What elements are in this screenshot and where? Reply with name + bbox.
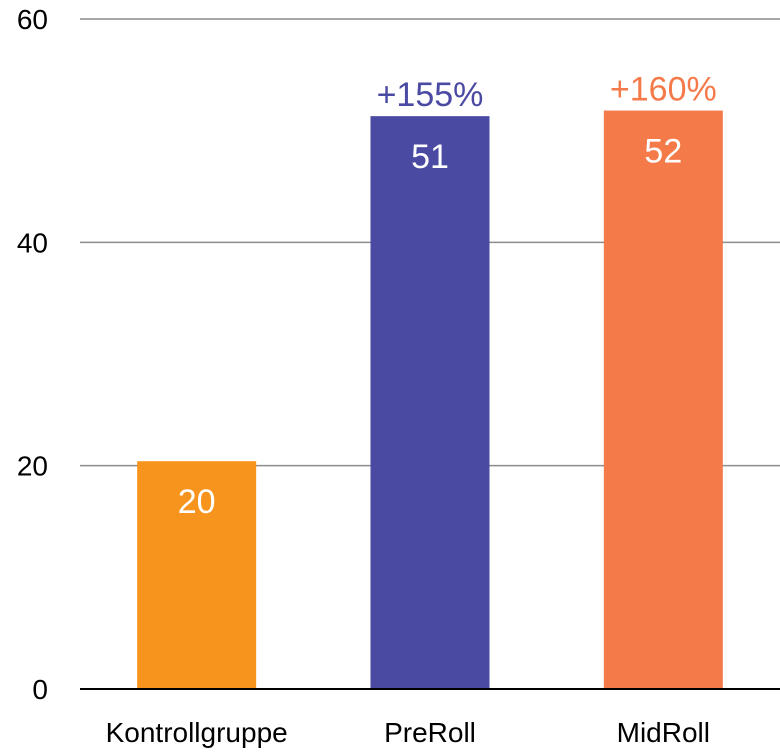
bars <box>137 110 723 690</box>
bar-value-label: 52 <box>644 133 682 171</box>
bar-value-label: 20 <box>178 483 216 521</box>
x-axis-categories: Kontrollgruppe PreRoll MidRoll <box>106 717 710 748</box>
y-tick-label: 60 <box>17 4 48 35</box>
x-category-label: Kontrollgruppe <box>106 717 288 748</box>
bar-change-label: +160% <box>610 71 717 109</box>
x-category-label: MidRoll <box>617 717 710 748</box>
bar-kontrollgruppe <box>137 461 257 689</box>
x-category-label: PreRoll <box>384 717 476 748</box>
data-labels: 20 51 +155% 52 +160% <box>178 71 717 522</box>
y-tick-label: 20 <box>17 451 48 482</box>
bar-change-label: +155% <box>377 76 484 114</box>
y-tick-label: 0 <box>32 674 48 705</box>
y-axis-ticks: 0 20 40 60 <box>17 4 48 705</box>
y-tick-label: 40 <box>17 227 48 258</box>
bar-value-label: 51 <box>411 138 449 176</box>
bar-midroll <box>603 110 723 690</box>
bar-preroll <box>370 116 490 689</box>
